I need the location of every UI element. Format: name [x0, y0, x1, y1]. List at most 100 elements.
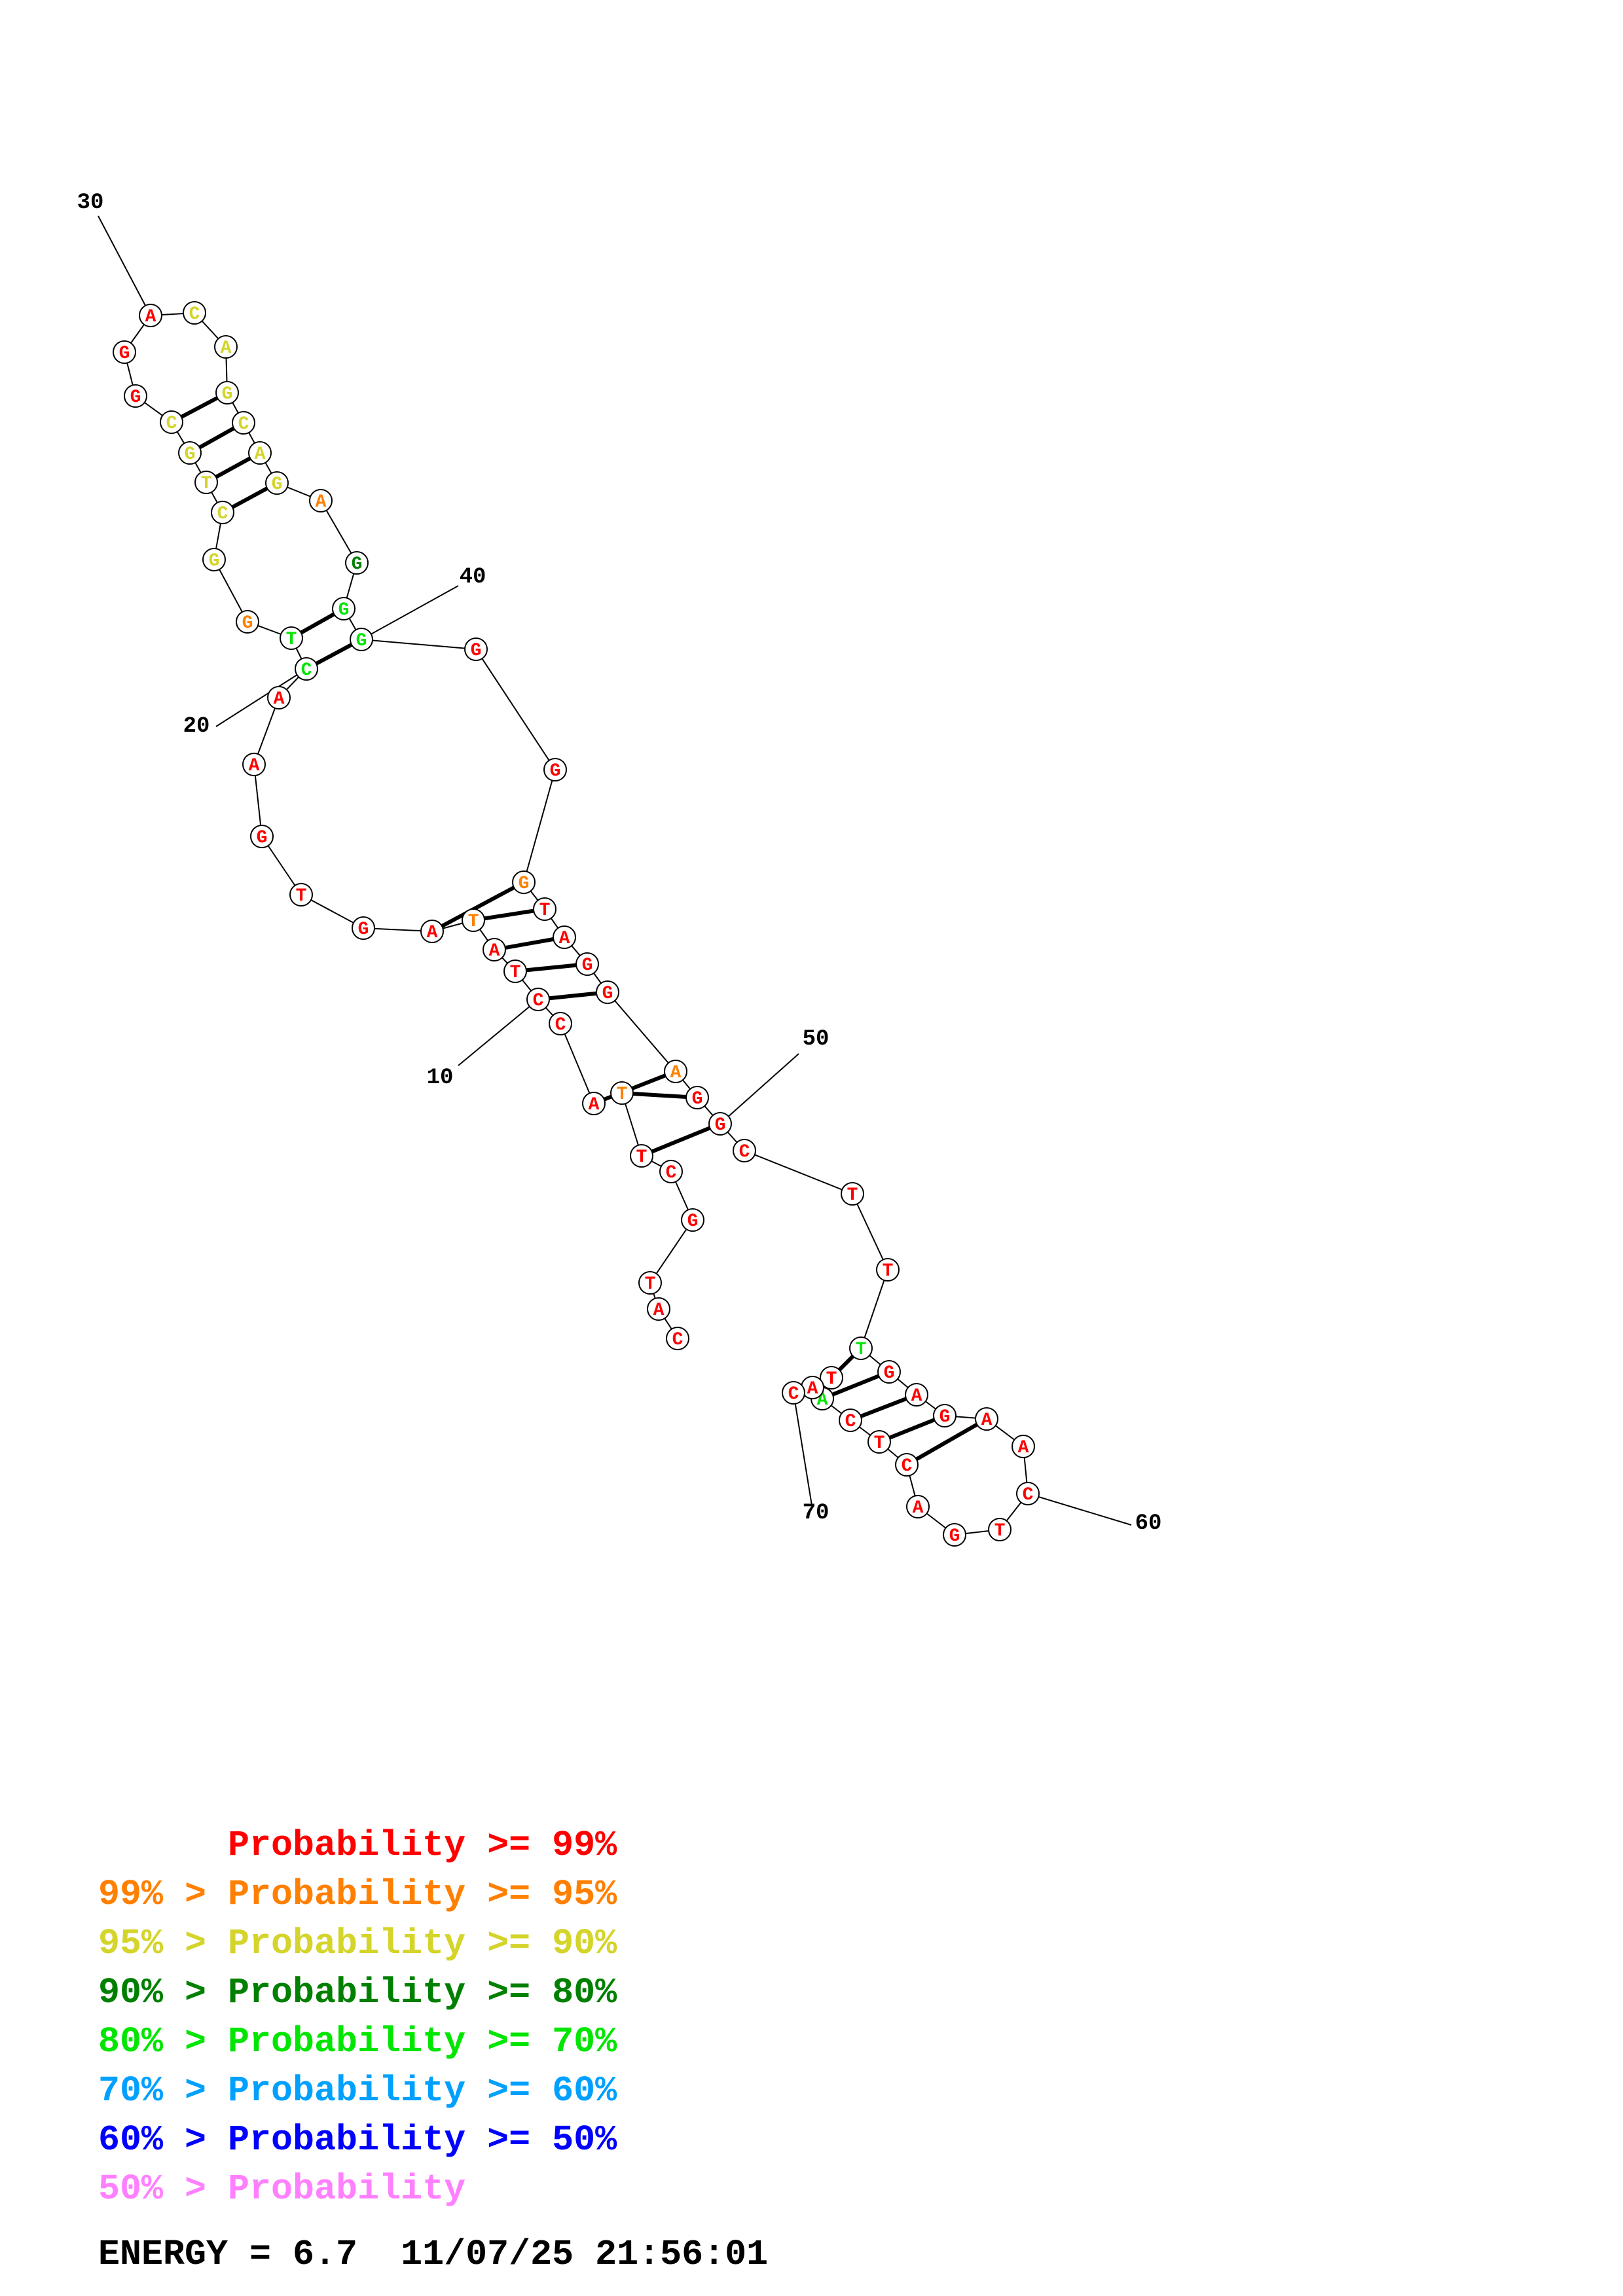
nucleotide-43: G [512, 870, 536, 894]
nucleotide-base: G [185, 444, 196, 465]
nucleotide-circle [582, 1092, 606, 1115]
nucleotide-65: T [867, 1430, 891, 1454]
nucleotide-base: G [519, 874, 530, 894]
nucleotide-circle [733, 1139, 756, 1162]
nucleotide-14: A [420, 920, 444, 943]
nucleotide-base: G [949, 1526, 960, 1547]
nucleotide-55: G [877, 1360, 901, 1384]
nucleotide-base: T [994, 1521, 1006, 1541]
nucleotide-circle [1012, 1435, 1035, 1458]
nucleotide-57: G [933, 1404, 957, 1427]
nucleotide-15: G [352, 916, 375, 940]
index-tick [1027, 1493, 1132, 1526]
nucleotide-17: G [250, 825, 274, 848]
nucleotide-35: A [248, 441, 272, 465]
nucleotide-base: G [222, 384, 233, 404]
backbone-link [860, 1269, 888, 1349]
nucleotide-28: G [124, 384, 147, 408]
nucleotide-circle [242, 753, 266, 776]
nucleotide-base: G [356, 631, 367, 651]
nucleotide-circle [295, 657, 318, 681]
index-label-60: 60 [1135, 1511, 1162, 1536]
nucleotide-base: G [692, 1089, 703, 1109]
nucleotide-52: T [841, 1182, 864, 1206]
backbone-link [523, 769, 556, 883]
nucleotide-circle [309, 489, 333, 512]
nucleotide-circle [332, 597, 356, 620]
nucleotide-base: T [539, 901, 551, 921]
nucleotide-58: A [975, 1407, 998, 1431]
base-pair-layer [170, 391, 988, 1467]
nucleotide-59: A [1012, 1435, 1035, 1458]
nucleotide-base: T [645, 1274, 656, 1295]
nucleotide-base: G [119, 344, 130, 364]
nucleotide-circle [483, 938, 506, 961]
nucleotide-base: C [1023, 1485, 1034, 1505]
nucleotide-base: G [358, 920, 369, 940]
nucleotide-base: G [939, 1407, 951, 1427]
nucleotide-base: C [739, 1142, 750, 1162]
nucleotide-circle [596, 980, 619, 1004]
nucleotide-circle [708, 1112, 732, 1136]
nucleotide-63: A [906, 1495, 930, 1518]
index-label-10: 10 [427, 1066, 454, 1090]
nucleotide-circle [178, 441, 202, 465]
nucleotide-circle [211, 501, 234, 524]
nucleotide-circle [464, 637, 488, 661]
nucleotide-circle [265, 471, 289, 495]
base-pair-bond [849, 1393, 918, 1422]
nucleotide-circle [289, 883, 313, 906]
nucleotide-circle [503, 960, 527, 983]
nucleotide-54: T [849, 1336, 873, 1360]
nucleotide-circle [543, 758, 567, 781]
nucleotide-base: C [845, 1412, 856, 1432]
nucleotide-base: G [209, 551, 220, 571]
base-pair-bond [515, 962, 588, 973]
nucleotide-circle [943, 1523, 966, 1547]
nucleotide-base: T [468, 912, 479, 932]
index-label-20: 20 [183, 714, 210, 739]
nucleotide-circle [124, 384, 147, 408]
nucleotide-circle [820, 1366, 843, 1390]
index-tick [361, 585, 459, 640]
nucleotide-circle [895, 1453, 919, 1477]
nucleotide-49: G [685, 1086, 709, 1109]
nucleotide-37: A [309, 489, 333, 512]
nucleotide-circle [1016, 1482, 1040, 1505]
nucleotide-base: G [687, 1211, 699, 1232]
backbone-link [253, 764, 263, 837]
nucleotide-circle [988, 1518, 1012, 1541]
nucleotide-44: T [533, 897, 556, 921]
nucleotide-41: G [464, 637, 488, 661]
nucleotide-base: C [217, 504, 228, 524]
nucleotide-base: C [166, 414, 177, 434]
nucleotide-31: C [183, 301, 206, 325]
nucleotide-61: T [988, 1518, 1012, 1541]
backbone-link [649, 1219, 693, 1283]
nucleotide-circle [876, 1258, 900, 1282]
nucleotide-48: A [664, 1060, 687, 1083]
nucleotide-circle [214, 335, 238, 359]
nucleotide-base: C [555, 1015, 566, 1035]
nucleotide-circle [647, 1297, 670, 1321]
nucleotide-69: A [801, 1376, 824, 1399]
nucleotide-21: T [280, 626, 303, 650]
nucleotide-base: T [826, 1369, 837, 1390]
nucleotide-base: G [884, 1363, 895, 1384]
nucleotide-base: A [145, 307, 156, 327]
nucleotide-circle [782, 1381, 805, 1405]
nucleotide-53: T [876, 1258, 900, 1282]
nucleotide-7: T [610, 1081, 634, 1105]
nucleotide-circle [638, 1271, 662, 1295]
nucleotide-circle [659, 1160, 683, 1183]
base-pair-bond [473, 907, 545, 922]
nucleotide-30: A [139, 304, 162, 327]
nucleotide-base: T [847, 1185, 858, 1206]
nucleotide-24: C [211, 501, 234, 524]
nucleotide-36: G [265, 471, 289, 495]
nucleotide-circle [183, 301, 206, 325]
nucleotide-34: C [232, 411, 255, 435]
nucleotide-base: C [238, 414, 249, 435]
nucleotide-base: C [533, 991, 544, 1011]
base-pair-bond [905, 1417, 988, 1467]
